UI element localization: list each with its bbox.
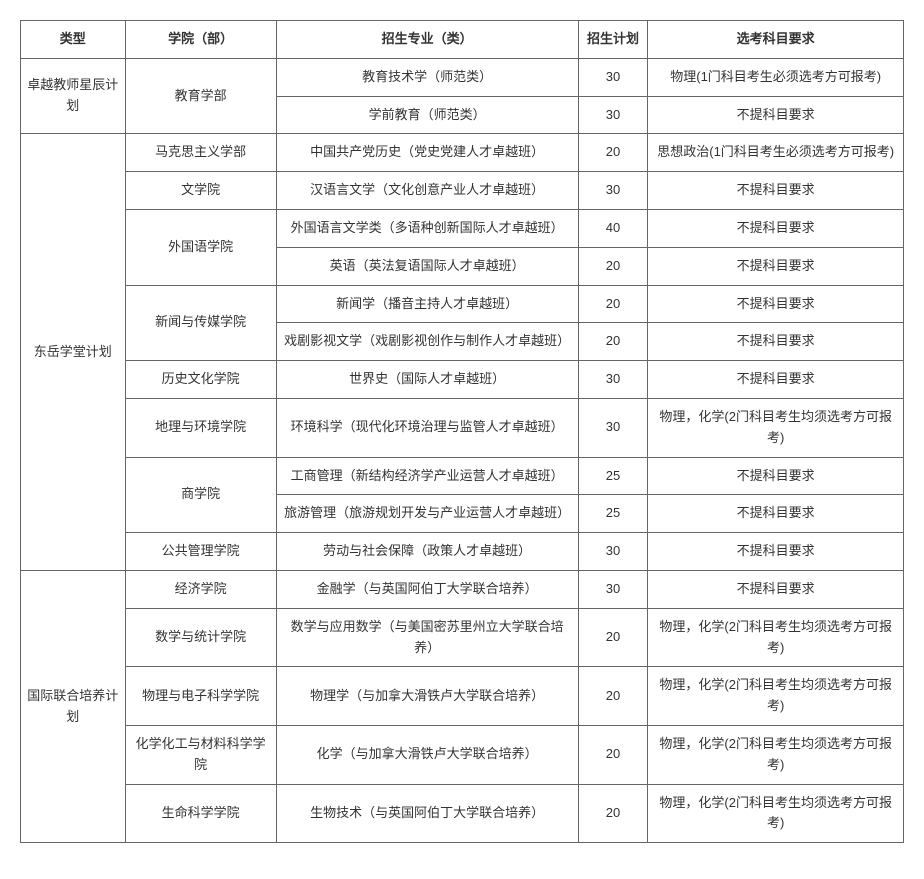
cell-major: 外国语言文学类（多语种创新国际人才卓越班） bbox=[276, 209, 578, 247]
cell-college: 化学化工与材料科学学院 bbox=[125, 725, 276, 784]
cell-requirement: 物理，化学(2门科目考生均须选考方可报考) bbox=[648, 398, 904, 457]
cell-major: 英语（英法复语国际人才卓越班） bbox=[276, 247, 578, 285]
cell-plan: 30 bbox=[578, 96, 648, 134]
cell-requirement: 不提科目要求 bbox=[648, 285, 904, 323]
cell-type: 卓越教师星辰计划 bbox=[21, 58, 126, 134]
cell-requirement: 不提科目要求 bbox=[648, 323, 904, 361]
cell-plan: 20 bbox=[578, 134, 648, 172]
table-row: 商学院工商管理（新结构经济学产业运营人才卓越班）25不提科目要求 bbox=[21, 457, 904, 495]
cell-major: 教育技术学（师范类） bbox=[276, 58, 578, 96]
cell-plan: 20 bbox=[578, 608, 648, 667]
cell-type: 东岳学堂计划 bbox=[21, 134, 126, 571]
cell-major: 劳动与社会保障（政策人才卓越班） bbox=[276, 533, 578, 571]
cell-requirement: 不提科目要求 bbox=[648, 247, 904, 285]
table-row: 卓越教师星辰计划教育学部教育技术学（师范类）30物理(1门科目考生必须选考方可报… bbox=[21, 58, 904, 96]
cell-college: 马克思主义学部 bbox=[125, 134, 276, 172]
cell-requirement: 不提科目要求 bbox=[648, 96, 904, 134]
cell-requirement: 不提科目要求 bbox=[648, 172, 904, 210]
cell-major: 旅游管理（旅游规划开发与产业运营人才卓越班） bbox=[276, 495, 578, 533]
cell-major: 金融学（与英国阿伯丁大学联合培养） bbox=[276, 570, 578, 608]
header-type: 类型 bbox=[21, 21, 126, 59]
cell-college: 生命科学学院 bbox=[125, 784, 276, 843]
header-plan: 招生计划 bbox=[578, 21, 648, 59]
table-row: 历史文化学院世界史（国际人才卓越班）30不提科目要求 bbox=[21, 361, 904, 399]
cell-major: 新闻学（播音主持人才卓越班） bbox=[276, 285, 578, 323]
cell-plan: 30 bbox=[578, 533, 648, 571]
table-row: 数学与统计学院数学与应用数学（与美国密苏里州立大学联合培养）20物理，化学(2门… bbox=[21, 608, 904, 667]
table-body: 卓越教师星辰计划教育学部教育技术学（师范类）30物理(1门科目考生必须选考方可报… bbox=[21, 58, 904, 842]
cell-college: 物理与电子科学学院 bbox=[125, 667, 276, 726]
cell-major: 世界史（国际人才卓越班） bbox=[276, 361, 578, 399]
cell-college: 新闻与传媒学院 bbox=[125, 285, 276, 361]
cell-college: 文学院 bbox=[125, 172, 276, 210]
cell-major: 汉语言文学（文化创意产业人才卓越班） bbox=[276, 172, 578, 210]
table-row: 外国语学院外国语言文学类（多语种创新国际人才卓越班）40不提科目要求 bbox=[21, 209, 904, 247]
header-college: 学院（部） bbox=[125, 21, 276, 59]
cell-requirement: 物理，化学(2门科目考生均须选考方可报考) bbox=[648, 784, 904, 843]
cell-type: 国际联合培养计划 bbox=[21, 570, 126, 842]
cell-requirement: 不提科目要求 bbox=[648, 209, 904, 247]
cell-plan: 20 bbox=[578, 784, 648, 843]
header-requirement: 选考科目要求 bbox=[648, 21, 904, 59]
cell-major: 工商管理（新结构经济学产业运营人才卓越班） bbox=[276, 457, 578, 495]
cell-plan: 30 bbox=[578, 58, 648, 96]
cell-requirement: 不提科目要求 bbox=[648, 570, 904, 608]
table-row: 新闻与传媒学院新闻学（播音主持人才卓越班）20不提科目要求 bbox=[21, 285, 904, 323]
cell-plan: 40 bbox=[578, 209, 648, 247]
cell-major: 化学（与加拿大滑铁卢大学联合培养） bbox=[276, 725, 578, 784]
cell-requirement: 物理，化学(2门科目考生均须选考方可报考) bbox=[648, 667, 904, 726]
cell-requirement: 不提科目要求 bbox=[648, 457, 904, 495]
table-row: 公共管理学院劳动与社会保障（政策人才卓越班）30不提科目要求 bbox=[21, 533, 904, 571]
cell-major: 戏剧影视文学（戏剧影视创作与制作人才卓越班） bbox=[276, 323, 578, 361]
cell-requirement: 不提科目要求 bbox=[648, 533, 904, 571]
cell-plan: 20 bbox=[578, 285, 648, 323]
cell-requirement: 不提科目要求 bbox=[648, 495, 904, 533]
cell-requirement: 不提科目要求 bbox=[648, 361, 904, 399]
cell-plan: 25 bbox=[578, 457, 648, 495]
cell-plan: 20 bbox=[578, 323, 648, 361]
table-header-row: 类型 学院（部） 招生专业（类） 招生计划 选考科目要求 bbox=[21, 21, 904, 59]
cell-requirement: 物理(1门科目考生必须选考方可报考) bbox=[648, 58, 904, 96]
cell-college: 经济学院 bbox=[125, 570, 276, 608]
cell-plan: 30 bbox=[578, 570, 648, 608]
cell-plan: 30 bbox=[578, 172, 648, 210]
cell-major: 物理学（与加拿大滑铁卢大学联合培养） bbox=[276, 667, 578, 726]
admissions-table: 类型 学院（部） 招生专业（类） 招生计划 选考科目要求 卓越教师星辰计划教育学… bbox=[20, 20, 904, 843]
cell-requirement: 物理，化学(2门科目考生均须选考方可报考) bbox=[648, 725, 904, 784]
table-row: 地理与环境学院环境科学（现代化环境治理与监管人才卓越班）30物理，化学(2门科目… bbox=[21, 398, 904, 457]
cell-college: 商学院 bbox=[125, 457, 276, 533]
table-row: 物理与电子科学学院物理学（与加拿大滑铁卢大学联合培养）20物理，化学(2门科目考… bbox=[21, 667, 904, 726]
cell-college: 数学与统计学院 bbox=[125, 608, 276, 667]
table-row: 生命科学学院生物技术（与英国阿伯丁大学联合培养）20物理，化学(2门科目考生均须… bbox=[21, 784, 904, 843]
cell-college: 历史文化学院 bbox=[125, 361, 276, 399]
cell-college: 教育学部 bbox=[125, 58, 276, 134]
cell-major: 环境科学（现代化环境治理与监管人才卓越班） bbox=[276, 398, 578, 457]
cell-plan: 20 bbox=[578, 667, 648, 726]
cell-college: 外国语学院 bbox=[125, 209, 276, 285]
cell-college: 公共管理学院 bbox=[125, 533, 276, 571]
cell-requirement: 物理，化学(2门科目考生均须选考方可报考) bbox=[648, 608, 904, 667]
table-row: 东岳学堂计划马克思主义学部中国共产党历史（党史党建人才卓越班）20思想政治(1门… bbox=[21, 134, 904, 172]
cell-college: 地理与环境学院 bbox=[125, 398, 276, 457]
cell-plan: 30 bbox=[578, 361, 648, 399]
cell-requirement: 思想政治(1门科目考生必须选考方可报考) bbox=[648, 134, 904, 172]
cell-major: 数学与应用数学（与美国密苏里州立大学联合培养） bbox=[276, 608, 578, 667]
cell-plan: 20 bbox=[578, 247, 648, 285]
cell-major: 学前教育（师范类） bbox=[276, 96, 578, 134]
cell-major: 生物技术（与英国阿伯丁大学联合培养） bbox=[276, 784, 578, 843]
cell-plan: 25 bbox=[578, 495, 648, 533]
table-row: 文学院汉语言文学（文化创意产业人才卓越班）30不提科目要求 bbox=[21, 172, 904, 210]
header-major: 招生专业（类） bbox=[276, 21, 578, 59]
cell-plan: 30 bbox=[578, 398, 648, 457]
cell-major: 中国共产党历史（党史党建人才卓越班） bbox=[276, 134, 578, 172]
cell-plan: 20 bbox=[578, 725, 648, 784]
table-row: 化学化工与材料科学学院化学（与加拿大滑铁卢大学联合培养）20物理，化学(2门科目… bbox=[21, 725, 904, 784]
table-row: 国际联合培养计划经济学院金融学（与英国阿伯丁大学联合培养）30不提科目要求 bbox=[21, 570, 904, 608]
